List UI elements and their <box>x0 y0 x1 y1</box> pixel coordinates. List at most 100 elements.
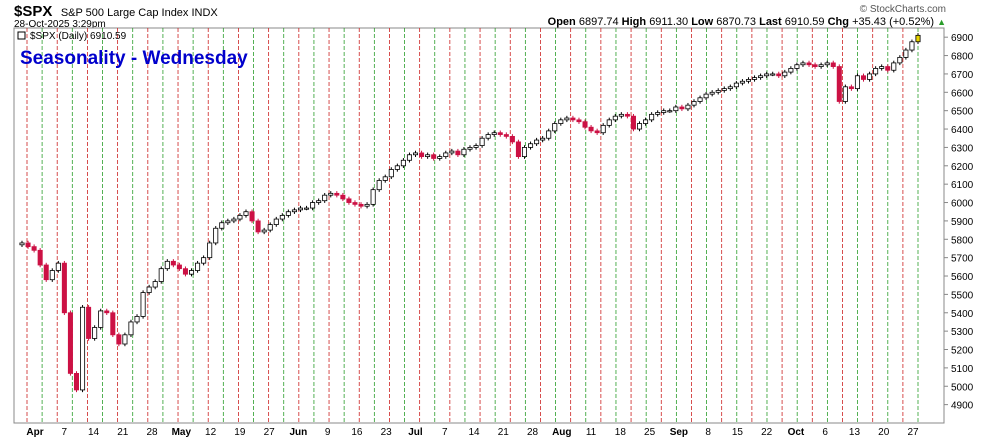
candle-body <box>455 150 461 156</box>
ohlc-readout: Open 6897.74 High 6911.30 Low 6870.73 La… <box>548 16 946 28</box>
candle <box>727 84 733 91</box>
y-tick-label: 6500 <box>951 107 974 118</box>
y-tick-label: 6600 <box>951 88 974 99</box>
x-tick-label: Apr <box>26 427 43 438</box>
candle <box>406 152 412 163</box>
candle <box>909 39 915 53</box>
y-tick-label: 6200 <box>951 162 974 173</box>
candle <box>715 88 721 95</box>
candle <box>279 213 285 222</box>
x-tick-label: 27 <box>264 427 276 438</box>
x-tick-label: 8 <box>705 427 711 438</box>
candle-body <box>67 312 73 374</box>
candle-body <box>643 119 649 124</box>
candle <box>352 200 358 207</box>
candle-body <box>225 220 231 224</box>
candle <box>31 244 37 253</box>
candle <box>528 141 534 150</box>
candle-body <box>824 62 830 66</box>
candle-body <box>570 117 576 121</box>
candle <box>643 117 649 126</box>
candle-body <box>752 77 758 80</box>
candle-body <box>703 93 709 99</box>
x-tick-label: 21 <box>117 427 129 438</box>
y-tick-label: 6000 <box>951 199 974 210</box>
candle <box>745 77 752 84</box>
candle <box>140 290 146 319</box>
candle <box>134 314 140 325</box>
candle-body <box>285 211 291 216</box>
candle <box>794 62 800 71</box>
candle <box>182 266 188 277</box>
candle <box>467 145 473 152</box>
low-value: 6870.73 <box>716 16 757 28</box>
candle <box>400 158 406 168</box>
candle <box>201 255 207 266</box>
candle <box>225 218 231 225</box>
candle-body <box>201 257 207 264</box>
candle <box>703 91 709 101</box>
candle <box>358 202 364 209</box>
x-tick-label: 25 <box>644 427 656 438</box>
candle <box>618 112 624 119</box>
candle-body <box>727 86 733 90</box>
x-tick-label: 7 <box>442 427 448 438</box>
candle-body <box>104 310 110 314</box>
candle-body <box>116 334 122 345</box>
candle-body <box>873 68 879 75</box>
candle <box>370 187 376 207</box>
candle-body <box>170 260 176 266</box>
candle <box>503 132 509 139</box>
candle <box>885 64 891 73</box>
candle <box>316 198 322 205</box>
candle <box>752 75 758 82</box>
candle <box>521 145 528 159</box>
candle-body <box>249 211 255 222</box>
symbol: $SPX <box>14 3 53 20</box>
candle <box>812 62 818 69</box>
candle-body <box>836 66 842 102</box>
y-tick-label: 6400 <box>951 125 974 136</box>
last-label: Last <box>759 16 782 28</box>
candle-body <box>49 270 55 281</box>
candle <box>564 115 570 123</box>
plot-area <box>13 27 945 424</box>
y-tick-label: 6800 <box>951 52 974 63</box>
chg-value: +35.43 (+0.52%) <box>852 16 935 28</box>
open-value: 6897.74 <box>578 16 619 28</box>
legend-swatch <box>17 31 26 40</box>
candle <box>297 205 304 213</box>
candle <box>455 148 461 157</box>
candle <box>897 55 903 66</box>
y-tick-label: 5000 <box>951 382 974 393</box>
chart-title: Seasonality - Wednesday <box>20 48 248 69</box>
brand-watermark: © StockCharts.com <box>859 4 946 15</box>
candle-body <box>552 123 558 132</box>
candle <box>285 209 291 218</box>
candle <box>848 84 854 91</box>
candle <box>37 248 43 268</box>
candle-body <box>758 75 764 79</box>
candle-body <box>661 110 667 113</box>
candle-body <box>842 86 848 102</box>
x-tick-label: 18 <box>615 427 627 438</box>
x-tick-label: 13 <box>849 427 861 438</box>
x-tick-label: 14 <box>88 427 100 438</box>
x-tick-label: 23 <box>381 427 393 438</box>
x-tick-label: 15 <box>732 427 744 438</box>
candle-body <box>273 218 279 225</box>
candle <box>552 121 558 134</box>
candle-body <box>43 264 49 281</box>
candle-body <box>909 41 915 51</box>
candle <box>903 47 909 60</box>
candle-body <box>649 113 655 121</box>
candle <box>412 150 419 157</box>
candle <box>340 192 346 202</box>
candle <box>630 113 636 132</box>
candle-body <box>485 134 491 139</box>
candle-body <box>491 132 497 135</box>
candle <box>479 136 485 148</box>
candle-body <box>316 200 322 203</box>
candle-body <box>310 202 316 209</box>
